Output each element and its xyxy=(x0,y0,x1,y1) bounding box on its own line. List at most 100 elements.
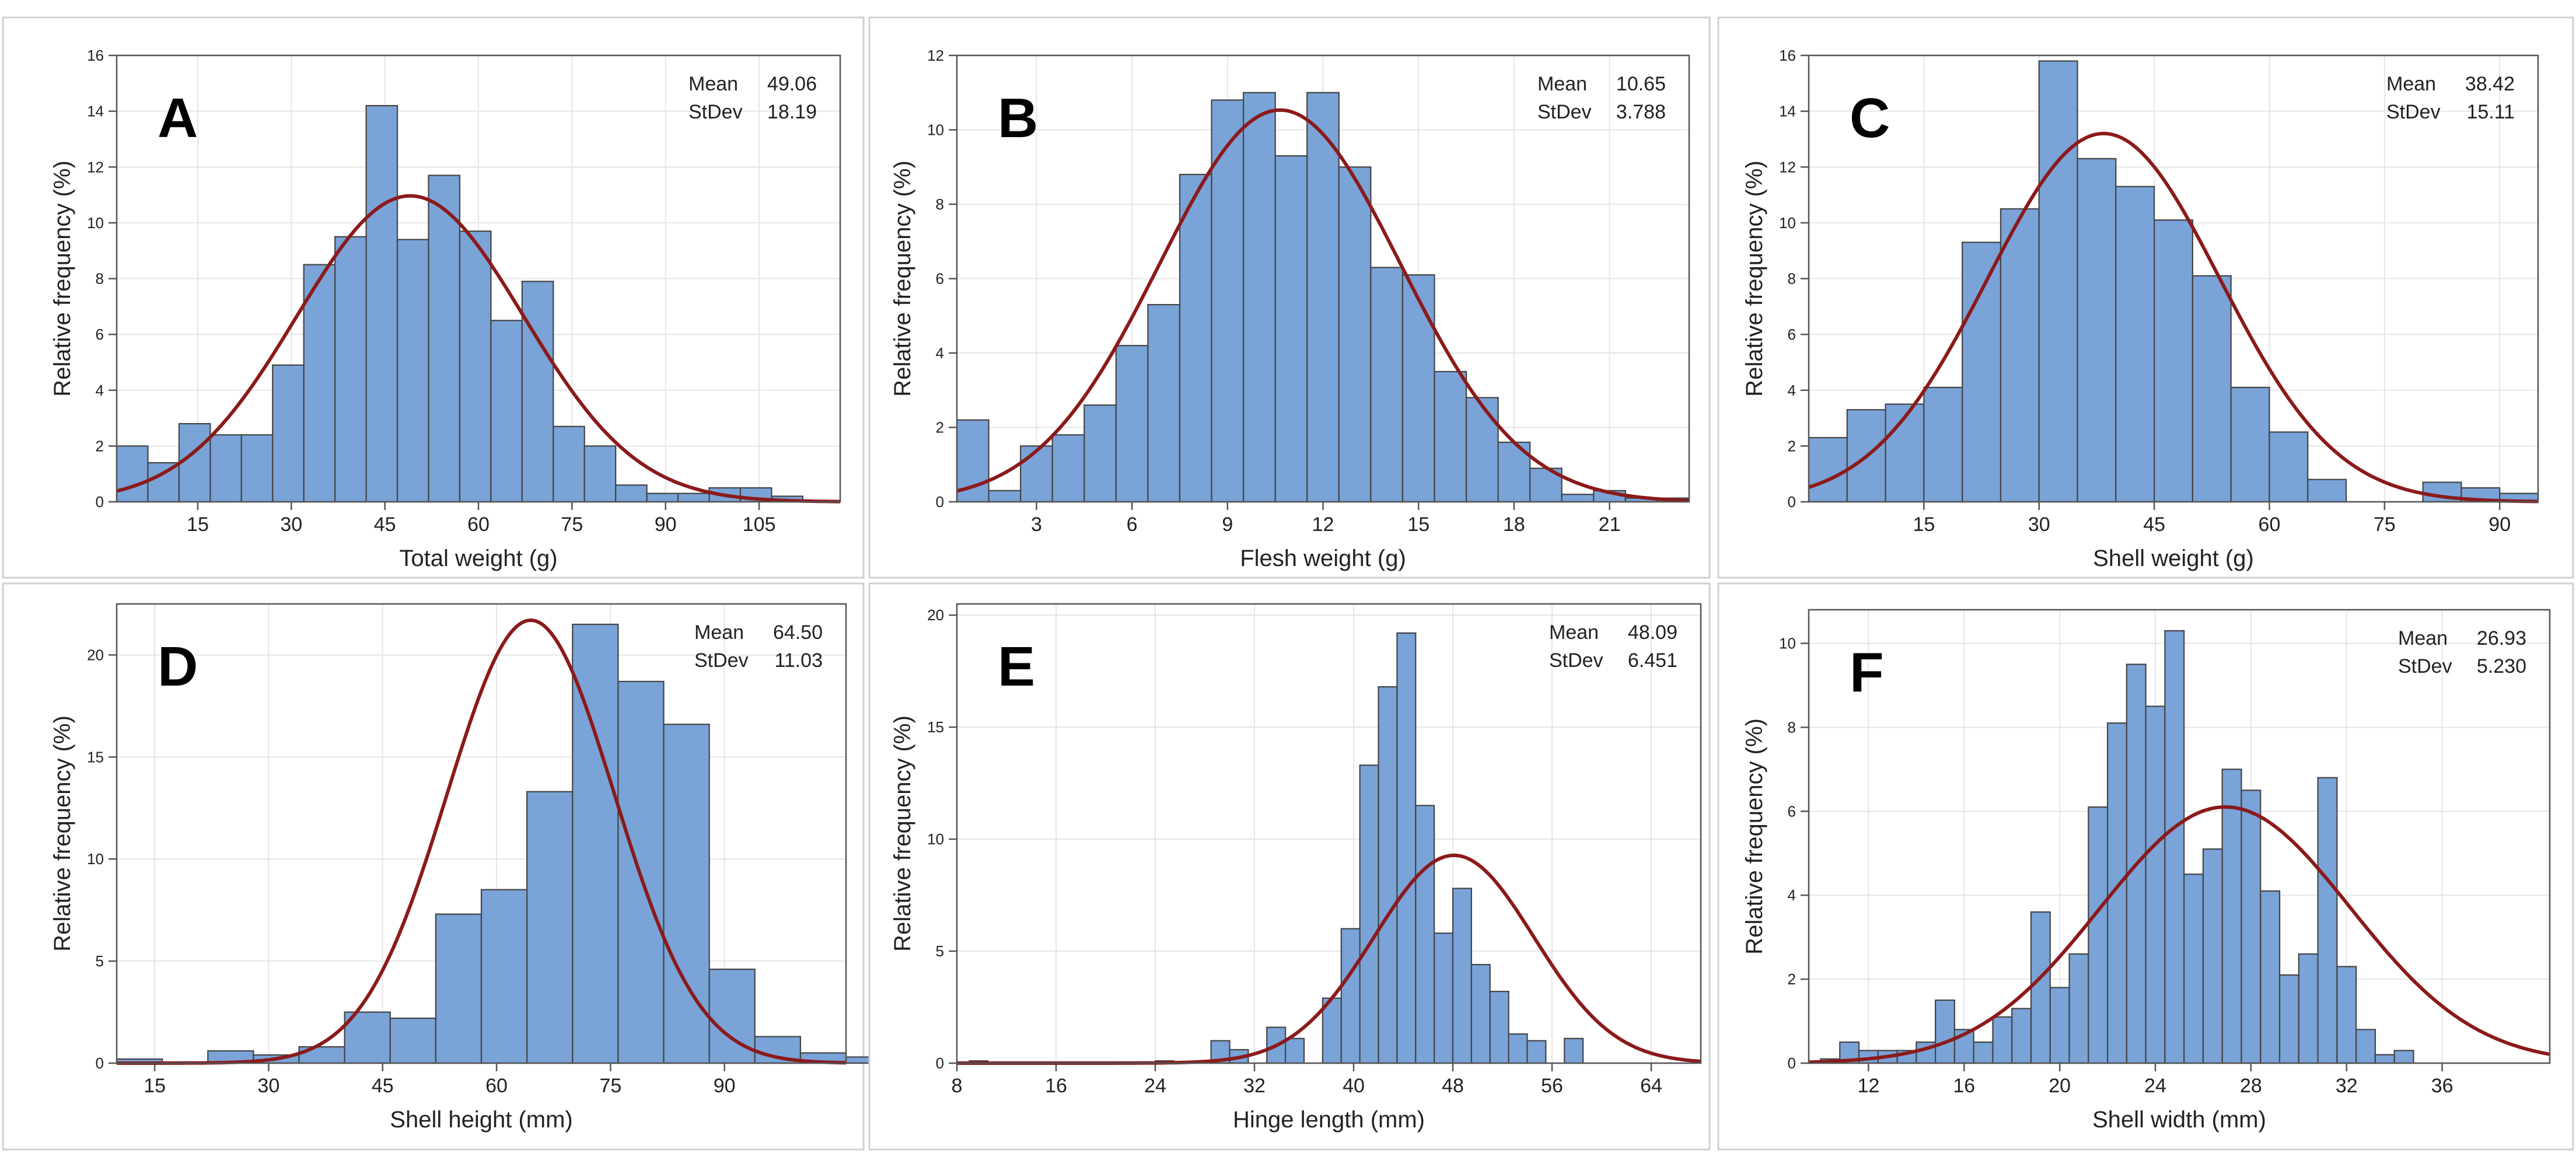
x-tick-label: 30 xyxy=(2028,513,2050,536)
x-tick-label: 15 xyxy=(187,513,209,536)
histogram-panel-d: 0 5 10 15 20 15 30 45 60 75 90 Shell height (mm) Rel… xyxy=(2,582,893,1151)
stdev-label: StDev xyxy=(2398,655,2452,677)
histogram-bar xyxy=(1083,404,1117,503)
histogram-bar xyxy=(2393,1050,2414,1064)
histogram-bar xyxy=(553,425,585,503)
x-tick-label: 36 xyxy=(2431,1075,2453,1097)
histogram-bar xyxy=(1923,386,1963,503)
histogram-bar xyxy=(428,174,461,503)
histogram-bar xyxy=(1285,1037,1305,1064)
histogram-bar xyxy=(2088,806,2109,1064)
histogram-bar xyxy=(2068,953,2089,1064)
y-tick-label: 8 xyxy=(96,270,104,288)
histogram-bar xyxy=(1935,999,1956,1064)
stdev-label: StDev xyxy=(2386,101,2441,123)
y-tick-label: 8 xyxy=(1788,718,1796,736)
histogram-bar xyxy=(2011,1008,2032,1064)
histogram-bar xyxy=(2202,848,2223,1064)
x-tick-label: 90 xyxy=(714,1075,736,1097)
x-tick-label: 105 xyxy=(743,513,776,536)
histogram-bar xyxy=(1489,991,1509,1064)
histogram-bar xyxy=(116,445,149,503)
x-tick-label: 3 xyxy=(1031,513,1042,536)
x-tick-label: 32 xyxy=(2336,1075,2358,1097)
y-tick-label: 6 xyxy=(96,326,104,343)
histogram-bar xyxy=(389,1017,436,1064)
histogram-panel-b: 0 2 4 6 8 10 12 3 6 9 12 15 18 21 Flesh weight (g) Rela… xyxy=(868,16,1711,579)
histogram-bar xyxy=(1322,997,1342,1064)
histogram-bar xyxy=(646,492,679,503)
x-tick-label: 15 xyxy=(1913,513,1935,536)
y-tick-label: 0 xyxy=(96,493,104,511)
histogram-bar xyxy=(2049,987,2070,1064)
histogram-bar xyxy=(2374,1054,2395,1064)
histogram-bar xyxy=(2000,208,2040,503)
y-tick-label: 8 xyxy=(1788,270,1796,288)
x-tick-label: 45 xyxy=(374,513,396,536)
x-tick-label: 75 xyxy=(561,513,583,536)
histogram-bar xyxy=(1051,434,1085,503)
x-axis-label: Hinge length (mm) xyxy=(1233,1107,1425,1133)
y-tick-label: 20 xyxy=(87,646,104,663)
histogram-bar xyxy=(1452,888,1472,1064)
normal-fit-curve xyxy=(116,194,840,504)
y-tick-label: 4 xyxy=(936,344,944,362)
histogram-bar xyxy=(2030,911,2051,1064)
histogram-bar xyxy=(1508,1033,1528,1064)
histogram-bar xyxy=(2221,768,2242,1064)
x-tick-label: 16 xyxy=(1045,1075,1067,1097)
plot-area-border xyxy=(116,603,847,1064)
y-axis-label: Relative frequency (%) xyxy=(890,715,915,952)
histogram-bar xyxy=(178,423,211,503)
stdev-label: StDev xyxy=(688,101,743,123)
y-tick-label: 0 xyxy=(936,1054,944,1072)
x-tick-label: 24 xyxy=(2144,1075,2166,1097)
histogram-bar xyxy=(1526,1040,1547,1064)
y-tick-label: 10 xyxy=(1779,214,1796,232)
histogram-bar xyxy=(572,623,619,1064)
y-tick-label: 0 xyxy=(1788,493,1796,511)
histogram-bar xyxy=(480,889,528,1064)
histogram-bar xyxy=(2191,275,2232,503)
histogram-bar xyxy=(1434,371,1467,503)
x-tick-label: 32 xyxy=(1243,1075,1266,1097)
x-tick-label: 48 xyxy=(1442,1075,1464,1097)
x-tick-label: 15 xyxy=(1407,513,1429,536)
histogram-bar xyxy=(2298,953,2319,1064)
histogram-bar xyxy=(1885,403,1925,503)
y-tick-label: 2 xyxy=(96,437,104,455)
x-tick-label: 60 xyxy=(2259,513,2281,536)
y-tick-label: 2 xyxy=(1788,970,1796,988)
y-tick-label: 10 xyxy=(87,214,104,232)
x-tick-label: 12 xyxy=(1312,513,1334,536)
y-tick-label: 0 xyxy=(96,1054,104,1072)
stdev-label: StDev xyxy=(1549,649,1603,672)
histogram-bar xyxy=(272,364,305,503)
histogram-bar xyxy=(435,913,483,1064)
x-tick-label: 75 xyxy=(2374,513,2396,536)
x-tick-label: 9 xyxy=(1222,513,1233,536)
normal-fit-curve xyxy=(1808,805,2550,1064)
histogram-bar xyxy=(2260,890,2281,1064)
stdev-label: StDev xyxy=(694,649,749,672)
y-tick-label: 14 xyxy=(87,103,104,120)
x-tick-label: 64 xyxy=(1640,1075,1662,1097)
y-tick-label: 4 xyxy=(96,382,104,399)
histogram-bar xyxy=(615,484,648,503)
histogram-bar xyxy=(490,320,523,503)
histogram-bar xyxy=(459,230,492,503)
y-tick-label: 8 xyxy=(936,195,944,213)
y-tick-label: 10 xyxy=(1779,635,1796,652)
histogram-bar xyxy=(365,104,399,503)
x-tick-label: 16 xyxy=(1953,1075,1975,1097)
histogram-bar xyxy=(1359,764,1379,1064)
histogram-bar xyxy=(2230,386,2270,503)
y-tick-label: 10 xyxy=(87,850,104,868)
mean-label: Mean xyxy=(694,621,744,644)
plot-area-border xyxy=(1808,609,2551,1064)
histogram-bar xyxy=(988,490,1022,503)
stdev-value: 15.11 xyxy=(2466,101,2515,123)
stdev-value: 5.230 xyxy=(2477,655,2526,677)
y-tick-label: 12 xyxy=(927,47,944,64)
histogram-bar xyxy=(240,434,274,503)
